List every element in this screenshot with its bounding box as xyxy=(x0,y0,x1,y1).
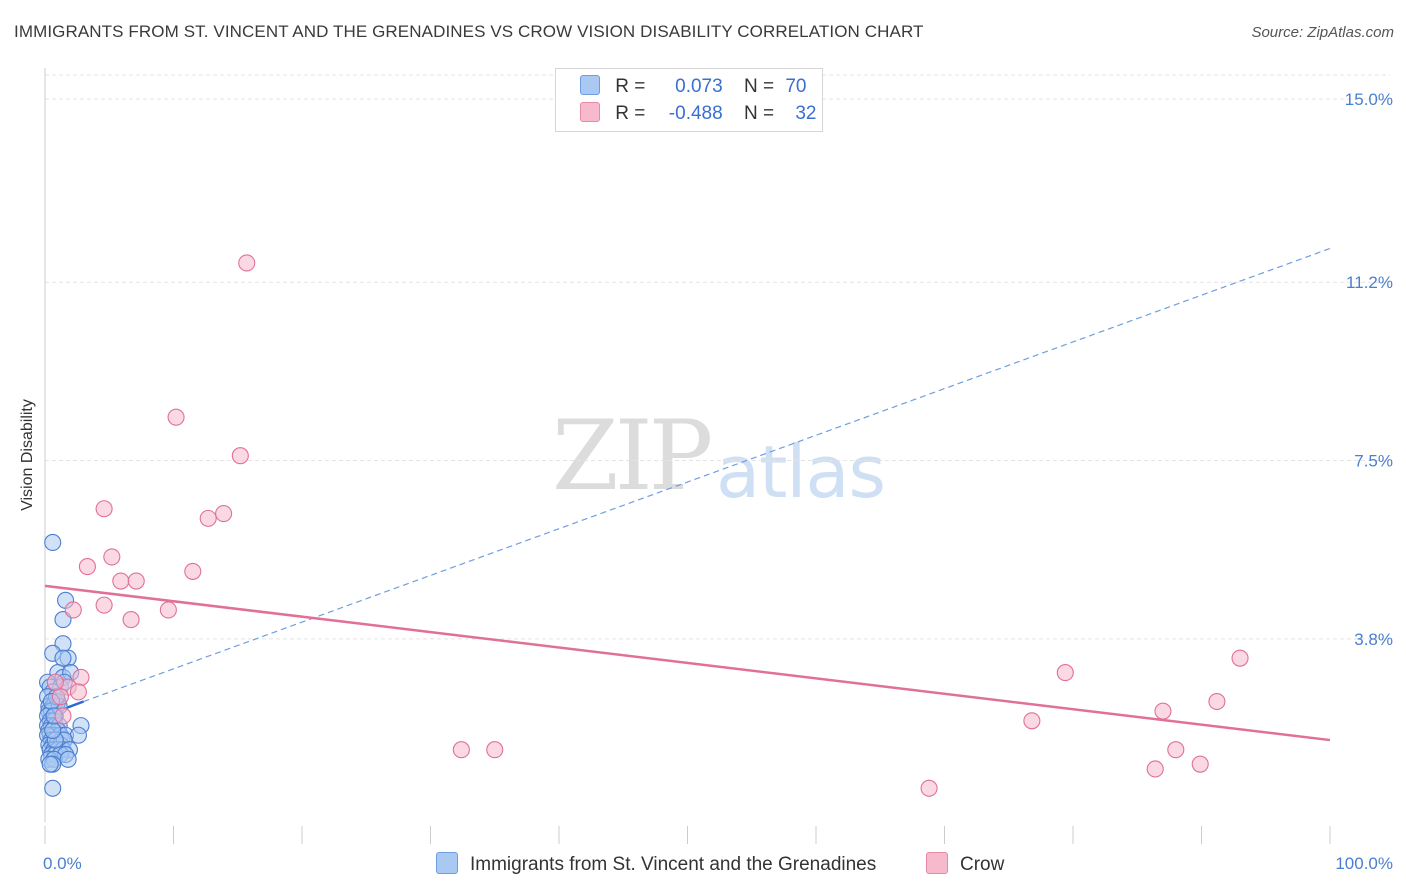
bottom-legend-swatch-pink xyxy=(926,852,948,874)
y-tick-label: 15.0% xyxy=(1345,90,1393,109)
legend-swatch-blue xyxy=(580,75,600,95)
point-crow xyxy=(184,562,202,580)
legend-r-label: R = xyxy=(615,76,646,97)
legend-n-value: 70 xyxy=(785,76,807,97)
point-crow xyxy=(112,572,130,590)
point-crow xyxy=(1154,702,1172,720)
legend-r-label: R = xyxy=(615,103,646,124)
bottom-legend-swatch-blue xyxy=(436,852,458,874)
point-crow xyxy=(920,779,938,797)
point-crow xyxy=(1023,712,1041,730)
bottom-legend-label: Immigrants from St. Vincent and the Gren… xyxy=(470,854,877,875)
trend-line-crow xyxy=(44,584,1331,742)
legend-row-crow: R = -0.488 N = 32 xyxy=(580,102,816,128)
point-crow xyxy=(486,741,504,759)
x-tick-label: 100.0% xyxy=(1335,854,1393,873)
legend-n-label: N = xyxy=(743,103,775,124)
trend-line-immigrants-extended xyxy=(83,247,1331,703)
point-crow xyxy=(122,611,140,629)
legend-r-value: 0.073 xyxy=(675,76,723,97)
point-crow xyxy=(95,596,113,614)
point-immigrants xyxy=(69,726,87,744)
point-crow xyxy=(1208,692,1226,711)
point-crow xyxy=(127,572,145,590)
point-crow xyxy=(1231,649,1249,667)
point-crow xyxy=(1167,741,1185,759)
bottom-legend-crow: Crow xyxy=(926,852,1004,876)
legend-n-label: N = xyxy=(743,76,775,97)
point-crow xyxy=(95,500,113,518)
point-crow xyxy=(46,673,64,691)
point-crow xyxy=(64,601,82,619)
watermark-atlas: atlas xyxy=(716,430,886,514)
point-crow xyxy=(103,548,121,566)
source-label: Source: ZipAtlas.com xyxy=(1251,24,1394,41)
point-crow xyxy=(238,254,256,272)
y-tick-label: 7.5% xyxy=(1354,452,1393,471)
point-crow xyxy=(1056,664,1074,682)
y-tick-label: 11.2% xyxy=(1346,273,1393,292)
point-crow xyxy=(54,707,72,725)
y-tick-label: 3.8% xyxy=(1354,630,1393,649)
chart-title: IMMIGRANTS FROM ST. VINCENT AND THE GREN… xyxy=(14,22,924,41)
trend-lines xyxy=(44,247,1331,742)
point-crow xyxy=(69,683,87,701)
legend-n-value: 32 xyxy=(795,103,817,124)
data-points xyxy=(39,254,1249,797)
point-crow xyxy=(51,688,69,706)
point-crow xyxy=(159,601,177,619)
point-crow xyxy=(167,408,185,426)
x-tick-label: 0.0% xyxy=(43,854,82,873)
point-crow xyxy=(78,558,96,576)
legend-row-immigrants: R = 0.073 N = 70 xyxy=(580,75,806,101)
legend-swatch-pink xyxy=(580,102,600,122)
point-immigrants xyxy=(59,750,77,768)
point-crow xyxy=(231,447,249,465)
point-crow xyxy=(452,741,470,759)
point-immigrants xyxy=(44,721,62,739)
bottom-legend-immigrants: Immigrants from St. Vincent and the Gren… xyxy=(436,852,876,876)
tick-labels: 3.8% 7.5% 11.2% 15.0% 0.0% 100.0% xyxy=(43,90,1393,873)
watermark-zip: ZIP xyxy=(552,400,713,512)
bottom-legend-label: Crow xyxy=(960,854,1005,875)
point-crow xyxy=(1146,760,1164,778)
legend-r-value: -0.488 xyxy=(668,103,723,124)
point-crow xyxy=(1191,755,1209,773)
gridlines xyxy=(45,74,1390,640)
correlation-legend: R = 0.073 N = 70 R = -0.488 N = 32 xyxy=(555,68,823,132)
point-crow xyxy=(199,509,217,527)
point-immigrants xyxy=(41,755,59,773)
point-immigrants xyxy=(44,533,62,552)
point-crow xyxy=(215,505,233,523)
point-immigrants xyxy=(54,649,72,667)
point-immigrants xyxy=(44,779,62,797)
